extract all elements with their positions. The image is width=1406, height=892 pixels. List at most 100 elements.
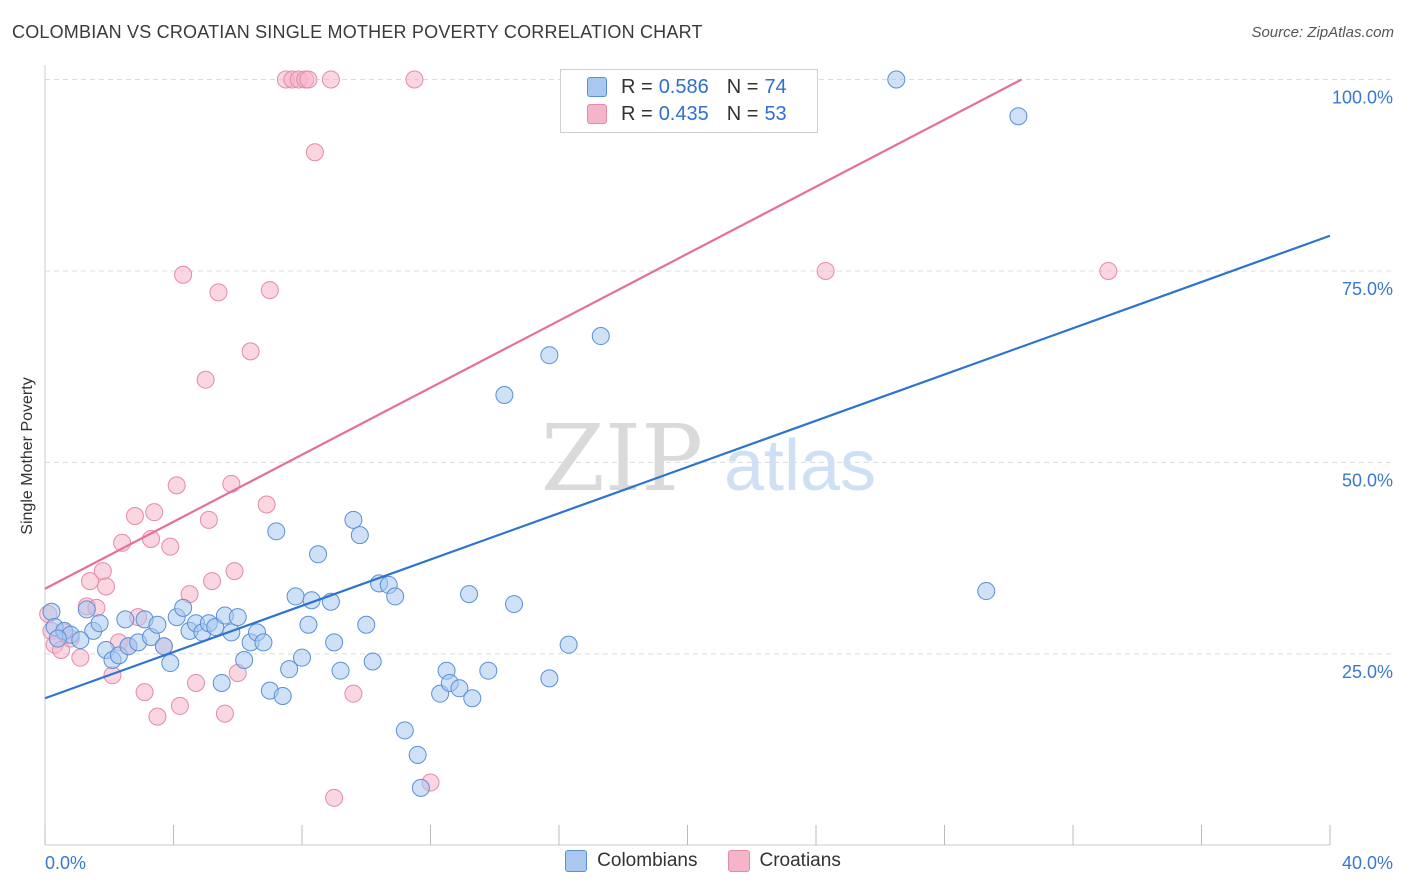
legend-n-value: 74 bbox=[764, 75, 787, 98]
x-tick-label: 40.0% bbox=[1342, 853, 1393, 873]
colombian-point bbox=[90, 614, 109, 633]
colombian-point bbox=[280, 660, 299, 679]
gridlines bbox=[45, 79, 1395, 655]
colombian-point bbox=[344, 510, 363, 529]
colombian-point bbox=[386, 587, 405, 606]
axes bbox=[44, 65, 1331, 846]
croatian-point bbox=[71, 648, 90, 667]
legend-row-croatians: R = 0.435 N = 53 bbox=[587, 101, 787, 127]
colombian-point bbox=[299, 615, 318, 634]
colombian-point bbox=[325, 633, 344, 652]
colombian-point bbox=[363, 652, 382, 671]
croatian-point bbox=[222, 474, 241, 493]
croatian-point bbox=[203, 572, 222, 591]
colombian-point bbox=[591, 327, 610, 346]
croatian-point bbox=[299, 70, 318, 89]
croatian-point bbox=[405, 70, 424, 89]
colombian-point bbox=[254, 633, 273, 652]
colombian-point bbox=[559, 635, 578, 654]
croatian-point bbox=[148, 707, 167, 726]
colombian-point bbox=[212, 673, 231, 692]
croatian-point bbox=[80, 572, 99, 591]
colombian-point bbox=[235, 650, 254, 669]
legend-swatch-croatians bbox=[587, 104, 607, 124]
croatian-point bbox=[145, 503, 164, 522]
colombian-point bbox=[450, 679, 469, 698]
croatian-point bbox=[93, 562, 112, 581]
series-swatch-colombians bbox=[565, 850, 588, 872]
colombian-point bbox=[293, 648, 311, 667]
colombian-point bbox=[42, 602, 61, 621]
colombian-point bbox=[408, 745, 427, 764]
y-tick-label: 75.0% bbox=[1342, 279, 1393, 299]
colombian-point bbox=[479, 661, 498, 680]
colombians-points bbox=[42, 70, 1028, 797]
croatian-point bbox=[196, 370, 215, 389]
series-label-colombians: Colombians bbox=[597, 850, 698, 871]
colombian-point bbox=[267, 522, 286, 541]
croatian-point bbox=[209, 283, 228, 302]
colombian-point bbox=[887, 70, 906, 89]
croatian-point bbox=[344, 684, 363, 703]
trend-lines bbox=[44, 78, 1331, 700]
colombian-point bbox=[116, 610, 135, 629]
croatian-point bbox=[305, 143, 324, 162]
colombian-point bbox=[206, 618, 225, 637]
colombians-trend-line bbox=[44, 234, 1331, 700]
croatian-point bbox=[816, 261, 835, 280]
legend-n-value: 53 bbox=[764, 102, 787, 125]
croatian-point bbox=[199, 510, 218, 529]
y-tick-label: 50.0% bbox=[1342, 470, 1393, 490]
croatian-point bbox=[325, 788, 344, 807]
series-legend-colombians: Colombians bbox=[565, 850, 698, 872]
colombian-point bbox=[540, 346, 559, 365]
legend-swatch-colombians bbox=[587, 77, 607, 97]
colombian-point bbox=[411, 778, 430, 797]
colombian-point bbox=[148, 615, 167, 634]
croatian-point bbox=[97, 577, 116, 596]
tick-labels: 25.0% 50.0% 75.0% 100.0% 0.0% 40.0% bbox=[45, 88, 1393, 874]
series-swatch-croatians bbox=[727, 850, 750, 872]
legend-r-value: 0.586 bbox=[658, 75, 709, 98]
colombian-point bbox=[286, 587, 305, 606]
watermark: ZIP atlas bbox=[541, 405, 876, 512]
x-tick-label: 0.0% bbox=[45, 853, 86, 873]
colombian-point bbox=[540, 669, 559, 688]
croatian-point bbox=[167, 476, 186, 495]
legend-r-value: 0.435 bbox=[658, 102, 709, 125]
colombian-point bbox=[228, 608, 247, 627]
croatian-point bbox=[225, 562, 244, 581]
chart-title: COLOMBIAN VS CROATIAN SINGLE MOTHER POVE… bbox=[12, 22, 703, 42]
series-legend: Colombians Croatians bbox=[0, 850, 1406, 872]
colombian-point bbox=[77, 600, 96, 619]
croatian-point bbox=[1099, 261, 1118, 280]
y-tick-label: 25.0% bbox=[1342, 662, 1393, 682]
croatian-point bbox=[260, 281, 279, 300]
colombian-point bbox=[273, 686, 292, 705]
colombian-point bbox=[71, 631, 90, 650]
stats-legend: R = 0.586 N = 74 R = 0.435 N = 53 bbox=[560, 69, 818, 133]
watermark-atlas: atlas bbox=[724, 426, 876, 506]
colombian-point bbox=[460, 585, 479, 604]
watermark-zip: ZIP bbox=[541, 405, 703, 512]
colombian-point bbox=[977, 582, 996, 601]
legend-r-label: R = bbox=[621, 102, 653, 125]
colombian-point bbox=[309, 545, 328, 564]
croatian-point bbox=[170, 696, 189, 715]
source-label: Source: ZipAtlas.com bbox=[1251, 24, 1394, 41]
colombian-point bbox=[495, 386, 514, 405]
colombian-point bbox=[357, 615, 376, 634]
colombian-point bbox=[505, 595, 524, 614]
croatian-point bbox=[186, 673, 205, 692]
colombian-point bbox=[463, 689, 482, 708]
colombian-point bbox=[395, 721, 414, 740]
colombian-point bbox=[222, 623, 241, 642]
croatian-point bbox=[215, 704, 234, 723]
legend-r-label: R = bbox=[621, 75, 653, 98]
croatian-point bbox=[257, 495, 276, 514]
series-legend-croatians: Croatians bbox=[727, 850, 841, 872]
croatians-trend-line bbox=[44, 78, 1023, 590]
colombian-point bbox=[154, 637, 173, 656]
legend-n-label: N = bbox=[726, 102, 759, 125]
croatian-point bbox=[125, 507, 144, 526]
